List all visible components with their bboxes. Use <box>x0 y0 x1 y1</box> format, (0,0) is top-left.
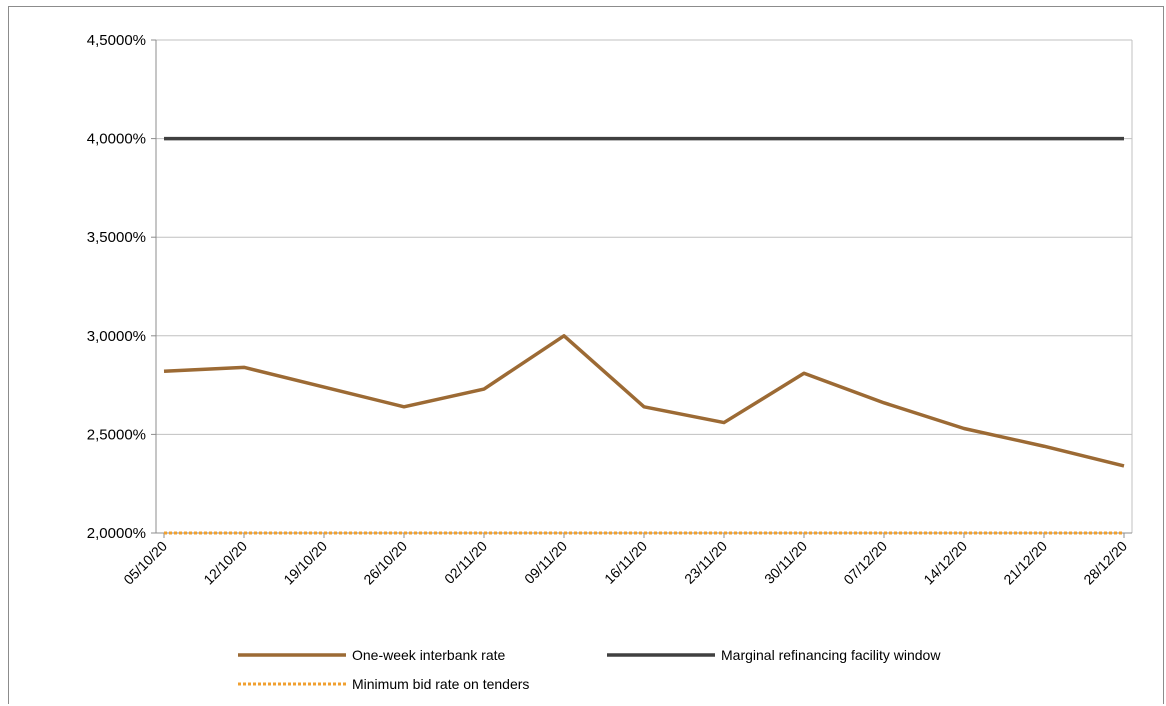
x-tick-label: 14/12/20 <box>920 538 970 588</box>
x-tick-label: 21/12/20 <box>1000 538 1050 588</box>
series-line-0 <box>163 334 1125 468</box>
x-tick-label: 19/10/20 <box>280 538 330 588</box>
x-tick-label: 05/10/20 <box>120 538 170 588</box>
y-axis: 2,0000% 2,5000% 3,0000% 3,5000% 4,0000% 4,500… <box>87 32 157 542</box>
x-tick-label: 16/11/20 <box>601 538 650 587</box>
x-tick-label: 07/12/20 <box>840 538 890 588</box>
x-tick-label: 26/10/20 <box>360 538 410 588</box>
y-tick-label: 2,5000% <box>87 426 146 443</box>
y-tick-label: 4,0000% <box>87 131 146 148</box>
y-tick-label: 3,0000% <box>87 328 146 345</box>
legend-label-1: Marginal refinancing facility window <box>721 647 941 663</box>
x-tick-label: 12/10/20 <box>200 538 250 588</box>
series-lines <box>163 136 1125 535</box>
x-tick-label: 28/12/20 <box>1080 538 1130 588</box>
x-tick-label: 02/11/20 <box>441 538 490 587</box>
chart-frame <box>8 6 1164 704</box>
x-tick-label: 30/11/20 <box>761 538 810 587</box>
legend-label-2: Minimum bid rate on tenders <box>352 676 529 692</box>
y-tick-label: 2,0000% <box>87 525 146 542</box>
legend-label-0: One-week interbank rate <box>352 647 506 663</box>
grid-lines <box>156 39 1133 534</box>
y-tick-label: 3,5000% <box>87 229 146 246</box>
x-axis: 05/10/20 12/10/20 19/10/20 26/10/20 02/11/20… <box>120 532 1132 588</box>
x-tick-label: 23/11/20 <box>681 538 730 587</box>
x-tick-label: 09/11/20 <box>521 538 570 587</box>
y-tick-label: 4,5000% <box>87 32 146 49</box>
legend: One-week interbank rate Marginal refinanc… <box>238 647 941 692</box>
